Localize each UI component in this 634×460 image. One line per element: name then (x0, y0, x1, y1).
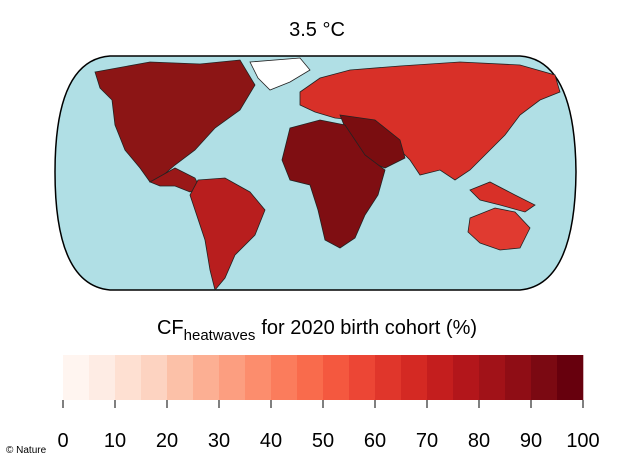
colorbar-bin (193, 355, 220, 400)
label-rest: for 2020 birth cohort (%) (261, 317, 477, 339)
tick-label: 40 (260, 430, 282, 452)
tick-label: 90 (520, 430, 542, 452)
colorbar-bin (167, 355, 194, 400)
map-title: 3.5 °C (289, 19, 345, 41)
colorbar-bin (63, 355, 90, 400)
credit: © Nature (6, 445, 47, 456)
colorbar-bin (557, 355, 584, 400)
tick-label: 0 (57, 430, 68, 452)
tick-label: 60 (364, 430, 386, 452)
label-main: CF (157, 317, 184, 339)
label-sub: heatwaves (184, 327, 256, 344)
colorbar-bin (531, 355, 558, 400)
colorbar-bin (505, 355, 532, 400)
colorbar-bin (141, 355, 168, 400)
colorbar-bin (297, 355, 324, 400)
colorbar-bin (219, 355, 246, 400)
southeast-asia (469, 181, 536, 213)
colorbar-bin (245, 355, 272, 400)
tick-label: 20 (156, 430, 178, 452)
colorbar-label: CFheatwaves for 2020 birth cohort (%) (157, 317, 477, 344)
colorbar-bin (479, 355, 506, 400)
colorbar-bin (427, 355, 454, 400)
colorbar-bin (401, 355, 428, 400)
tick-label: 80 (468, 430, 490, 452)
colorbar-bin (115, 355, 142, 400)
south-america (189, 177, 266, 291)
tick-label: 70 (416, 430, 438, 452)
colorbar-bin (323, 355, 350, 400)
colorbar-bin (349, 355, 376, 400)
tick-label: 10 (104, 430, 126, 452)
tick-label: 30 (208, 430, 230, 452)
australia (467, 207, 531, 251)
north-america (94, 59, 256, 183)
colorbar-bin (89, 355, 116, 400)
greenland (249, 57, 311, 91)
africa (281, 119, 386, 249)
tick-label: 50 (312, 430, 334, 452)
colorbar-bin (375, 355, 402, 400)
world-map (54, 55, 577, 291)
tick-label: 100 (566, 430, 599, 452)
colorbar-bin (453, 355, 480, 400)
colorbar-bin (271, 355, 298, 400)
